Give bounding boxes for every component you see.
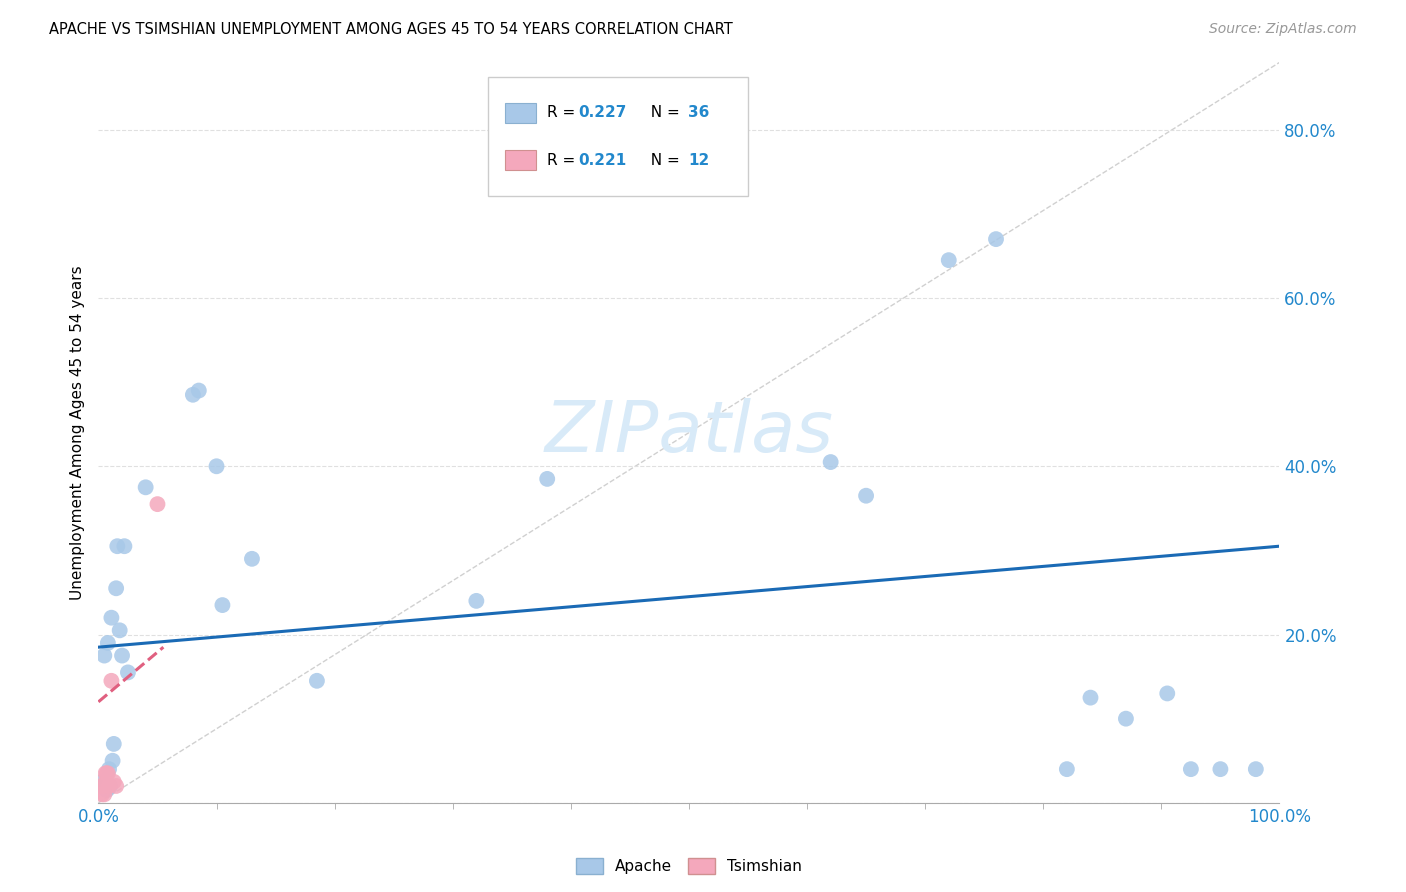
- Point: [93, 648, 115, 663]
- Point: [91, 788, 114, 802]
- Point: [1080, 690, 1102, 705]
- Point: [1209, 762, 1232, 776]
- Point: [94, 779, 117, 793]
- Point: [96, 783, 118, 797]
- Point: [103, 774, 125, 789]
- Point: [938, 253, 960, 268]
- Point: [103, 737, 125, 751]
- Point: [855, 489, 877, 503]
- Point: [108, 624, 131, 638]
- Point: [98, 779, 121, 793]
- Point: [211, 598, 233, 612]
- Point: [91, 774, 114, 789]
- Point: [112, 539, 135, 553]
- Point: [820, 455, 842, 469]
- Text: N =: N =: [641, 153, 685, 168]
- Point: [984, 232, 1007, 246]
- Point: [205, 459, 228, 474]
- Point: [146, 497, 169, 511]
- Text: 12: 12: [688, 153, 709, 168]
- Y-axis label: Unemployment Among Ages 45 to 54 years: Unemployment Among Ages 45 to 54 years: [69, 265, 84, 600]
- Point: [105, 581, 128, 595]
- Point: [181, 388, 204, 402]
- Text: N =: N =: [641, 105, 685, 120]
- Point: [96, 766, 118, 780]
- Point: [187, 384, 209, 398]
- Point: [105, 539, 128, 553]
- Point: [1056, 762, 1078, 776]
- Text: 36: 36: [688, 105, 709, 120]
- Point: [135, 480, 157, 494]
- Point: [536, 472, 558, 486]
- Point: [93, 788, 115, 802]
- Point: [90, 779, 112, 793]
- Point: [111, 648, 134, 663]
- Point: [97, 766, 120, 780]
- Point: [105, 779, 128, 793]
- Legend: Apache, Tsimshian: Apache, Tsimshian: [569, 852, 808, 880]
- Point: [100, 673, 122, 688]
- Point: [101, 754, 124, 768]
- Point: [1115, 712, 1137, 726]
- Text: ZIPatlas: ZIPatlas: [544, 398, 834, 467]
- Point: [305, 673, 328, 688]
- Point: [1244, 762, 1267, 776]
- Point: [100, 611, 122, 625]
- Text: R =: R =: [547, 105, 581, 120]
- Point: [98, 779, 121, 793]
- Text: 0.221: 0.221: [578, 153, 627, 168]
- Point: [117, 665, 139, 680]
- Point: [97, 636, 120, 650]
- Text: 0.227: 0.227: [578, 105, 627, 120]
- Point: [1180, 762, 1202, 776]
- Point: [91, 779, 114, 793]
- Text: R =: R =: [547, 153, 581, 168]
- Text: Source: ZipAtlas.com: Source: ZipAtlas.com: [1209, 22, 1357, 37]
- Point: [465, 594, 488, 608]
- Text: APACHE VS TSIMSHIAN UNEMPLOYMENT AMONG AGES 45 TO 54 YEARS CORRELATION CHART: APACHE VS TSIMSHIAN UNEMPLOYMENT AMONG A…: [49, 22, 733, 37]
- Point: [98, 762, 121, 776]
- Point: [240, 551, 263, 566]
- Point: [94, 766, 117, 780]
- Point: [1156, 686, 1178, 700]
